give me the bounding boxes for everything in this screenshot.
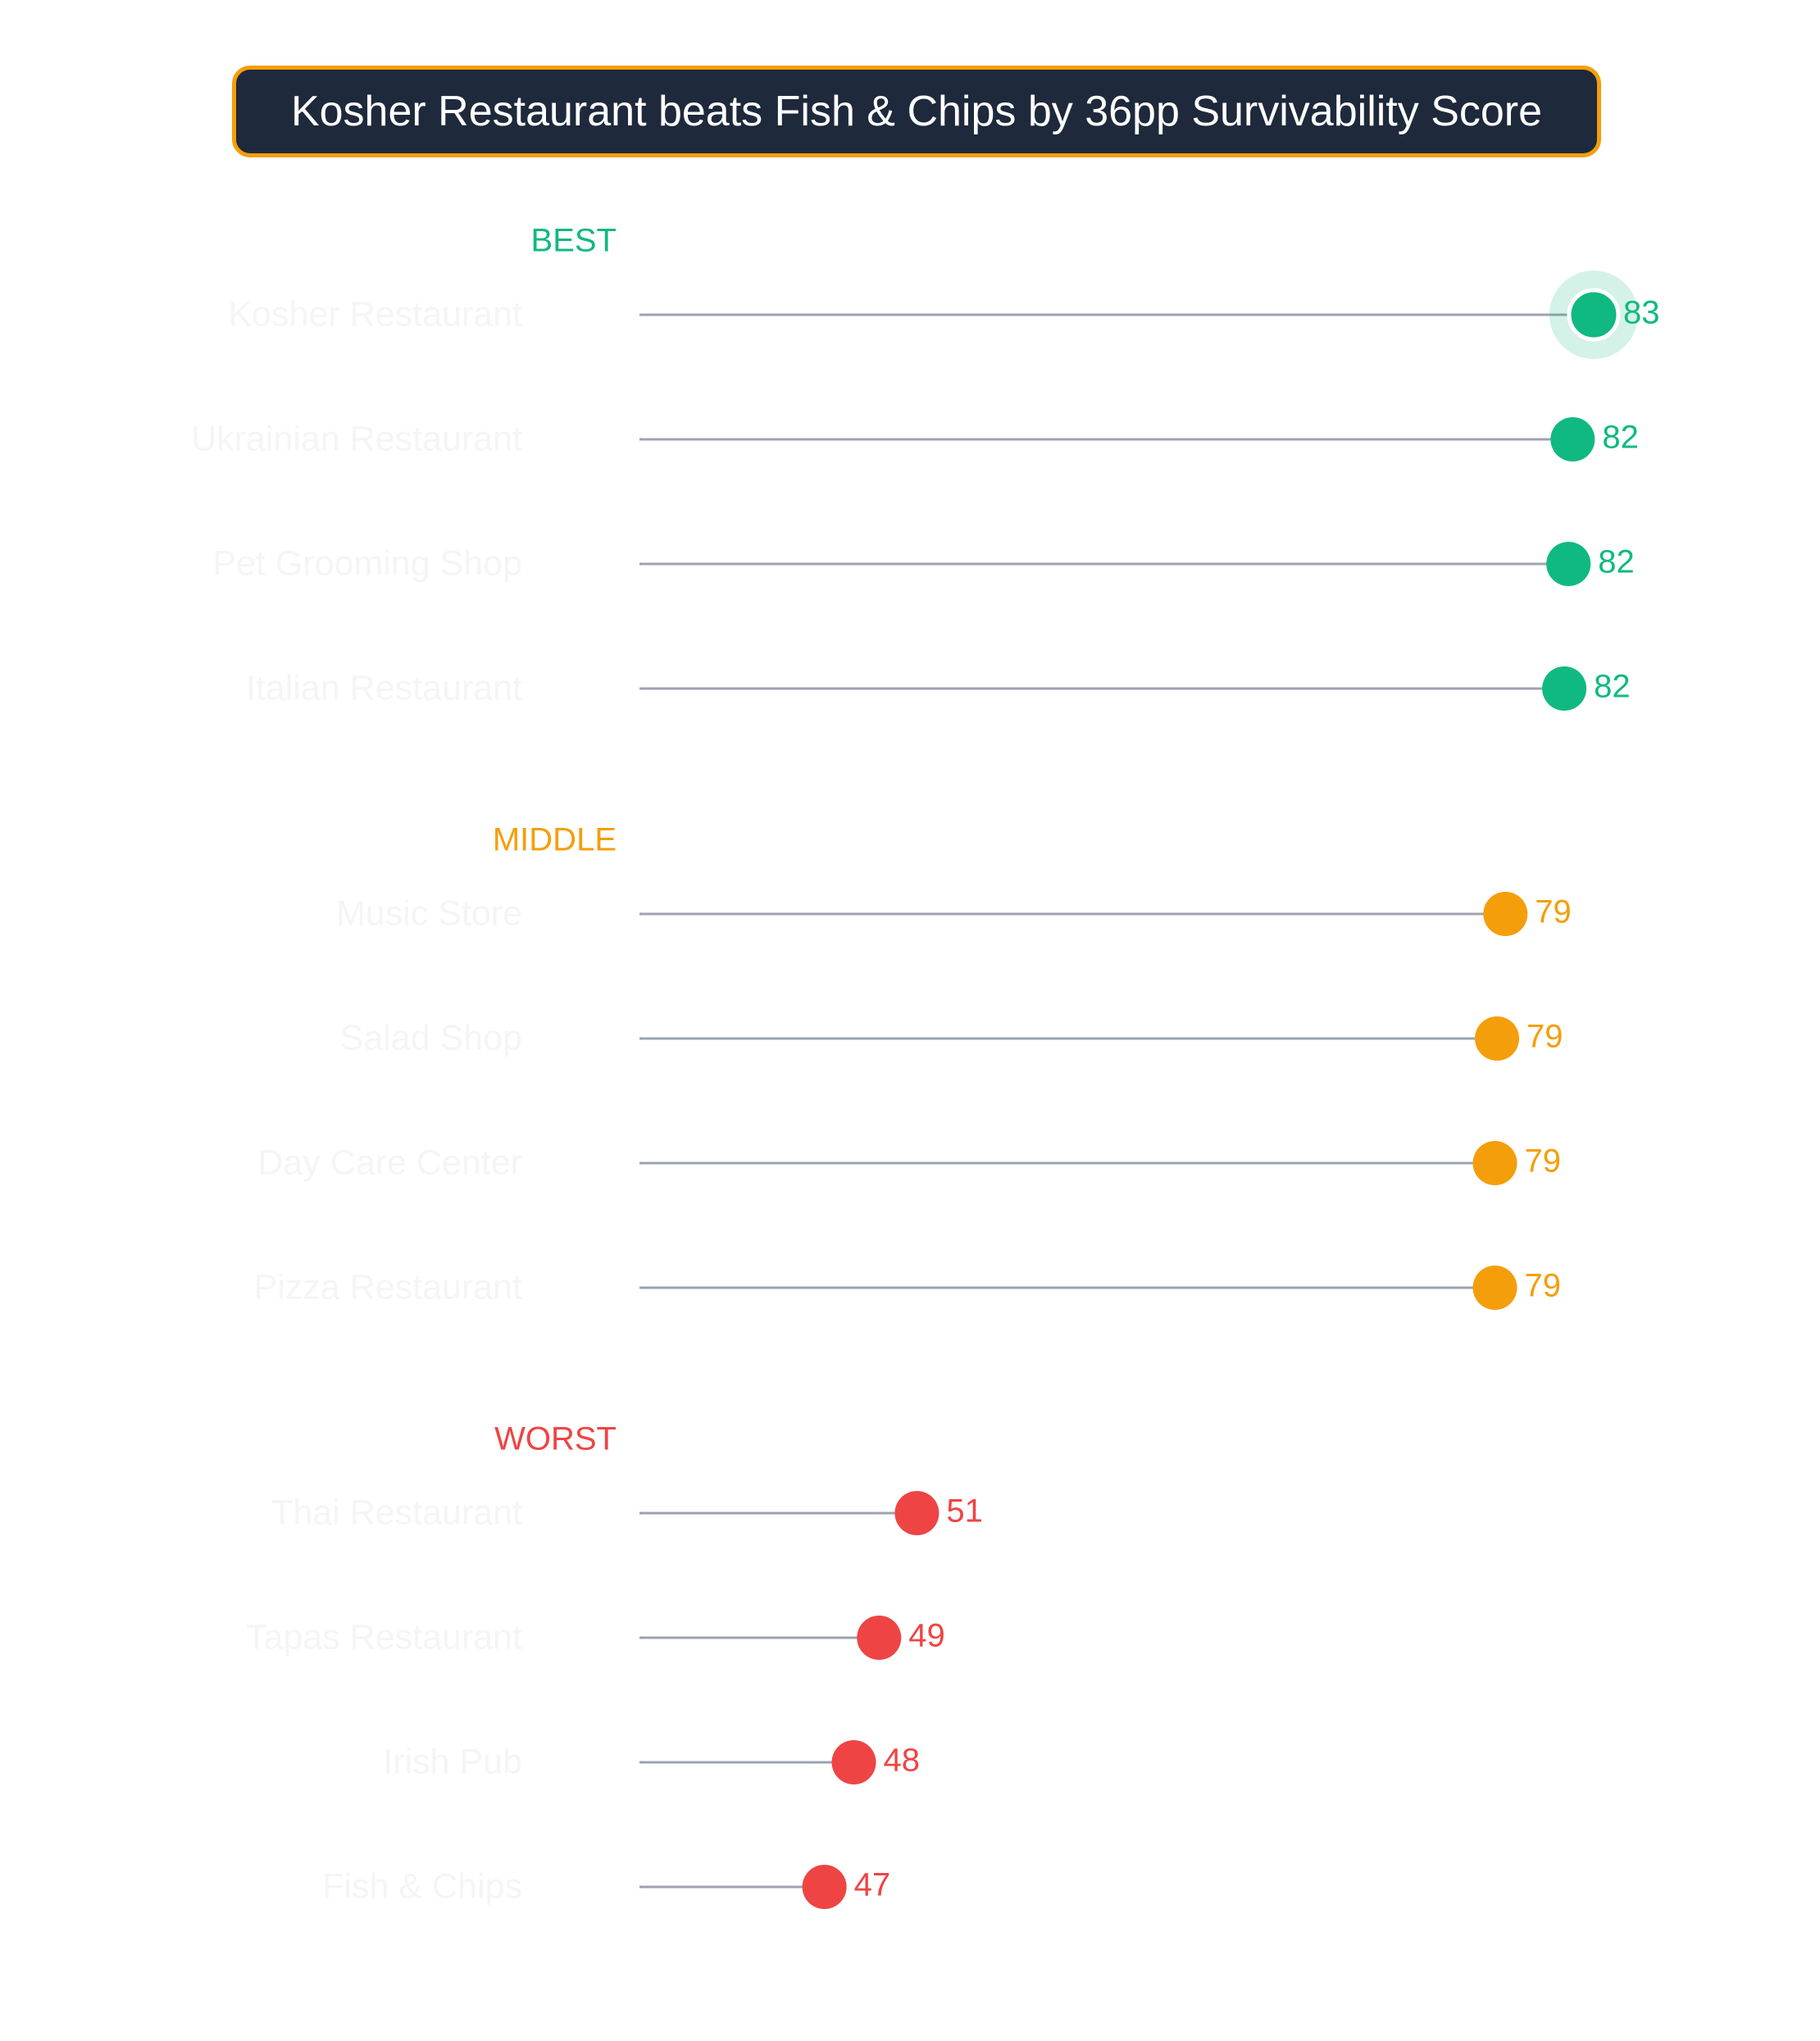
category-label: Pet Grooming Shop — [212, 543, 522, 583]
value-label: 79 — [1524, 1143, 1561, 1180]
lollipop-dot — [1567, 288, 1621, 342]
lollipop-dot — [1546, 542, 1591, 586]
value-label: 82 — [1594, 669, 1631, 705]
lollipop-dot — [894, 1491, 940, 1535]
value-label: 49 — [908, 1618, 945, 1654]
category-label: Kosher Restaurant — [228, 294, 522, 334]
category-label: Fish & Chips — [322, 1866, 522, 1906]
category-label: Thai Restaurant — [271, 1493, 522, 1532]
value-label: 79 — [1527, 1019, 1563, 1055]
lollipop-dot — [1472, 1141, 1517, 1185]
group-label-best: BEST — [531, 223, 617, 259]
value-label: 82 — [1598, 544, 1635, 580]
value-label: 82 — [1602, 420, 1639, 456]
group-label-middle: MIDDLE — [493, 822, 617, 858]
category-label: Italian Restaurant — [246, 668, 522, 707]
lollipop-dot — [857, 1616, 902, 1660]
category-label: Irish Pub — [383, 1742, 522, 1781]
category-label: Music Store — [336, 893, 522, 933]
value-label: 48 — [884, 1743, 921, 1779]
value-label: 79 — [1535, 894, 1572, 930]
value-label: 51 — [946, 1493, 983, 1530]
lollipop-dot — [1483, 892, 1528, 936]
value-label: 47 — [854, 1867, 891, 1903]
lollipop-dot — [831, 1740, 876, 1784]
lollipop-dot — [1542, 666, 1587, 711]
lollipop-dot — [1475, 1016, 1520, 1061]
lollipop-dot — [802, 1865, 847, 1909]
value-label: 83 — [1623, 295, 1660, 331]
lollipop-dot — [1472, 1266, 1517, 1310]
lollipop-dot — [1550, 417, 1595, 461]
category-label: Pizza Restaurant — [254, 1267, 522, 1307]
value-label: 79 — [1524, 1268, 1561, 1304]
group-label-worst: WORST — [494, 1421, 617, 1457]
category-label: Salad Shop — [340, 1018, 522, 1057]
category-label: Tapas Restaurant — [246, 1617, 522, 1657]
category-label: Day Care Center — [257, 1143, 522, 1182]
chart-title: Kosher Restaurant beats Fish & Chips by … — [232, 66, 1601, 157]
category-label: Ukrainian Restaurant — [191, 419, 522, 458]
